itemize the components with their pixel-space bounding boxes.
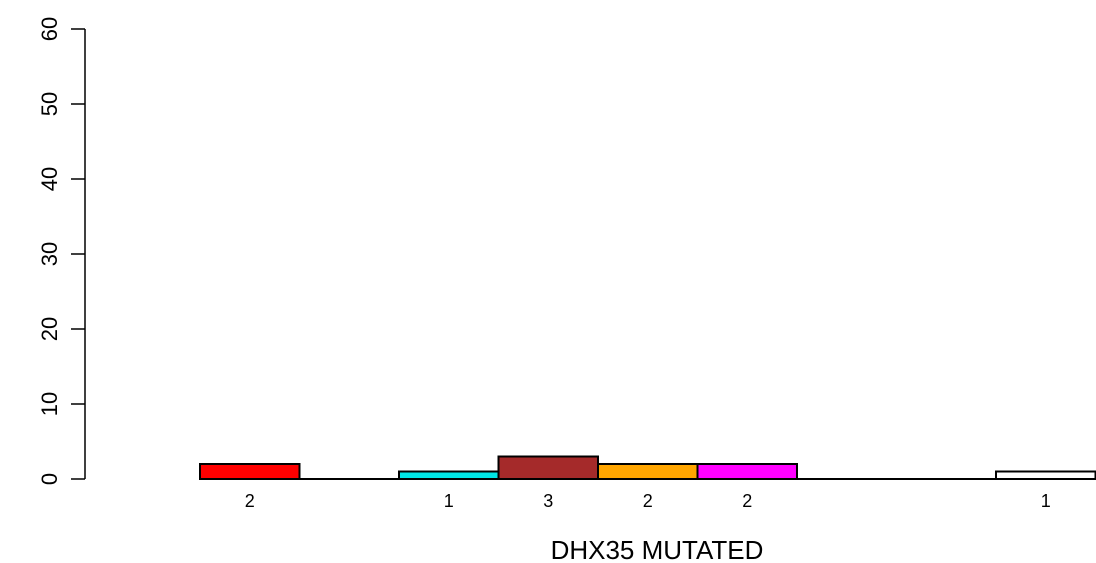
bar xyxy=(597,463,699,480)
bar-count-label: 2 xyxy=(643,491,653,511)
y-tick-label: 10 xyxy=(37,392,62,416)
y-tick-label: 60 xyxy=(37,17,62,41)
y-tick-label: 50 xyxy=(37,92,62,116)
bar xyxy=(497,455,599,480)
y-tick-label: 20 xyxy=(37,317,62,341)
bar xyxy=(199,463,301,480)
bar-count-label: 2 xyxy=(245,491,255,511)
bar-count-label: 3 xyxy=(543,491,553,511)
bar xyxy=(995,470,1096,480)
y-tick-label: 30 xyxy=(37,242,62,266)
x-axis-label: DHX35 MUTATED xyxy=(551,535,764,563)
bar xyxy=(398,470,500,480)
y-tick-label: 0 xyxy=(37,473,62,485)
bars xyxy=(199,455,1096,480)
count-labels: 2 1 3 2 2 1 xyxy=(245,491,1051,511)
bar-count-label: 1 xyxy=(1041,491,1051,511)
y-tick-label: 40 xyxy=(37,167,62,191)
y-axis: 0 10 20 30 40 50 60 xyxy=(37,17,86,485)
bar xyxy=(696,463,798,480)
bar-count-label: 1 xyxy=(444,491,454,511)
bar-count-label: 2 xyxy=(742,491,752,511)
